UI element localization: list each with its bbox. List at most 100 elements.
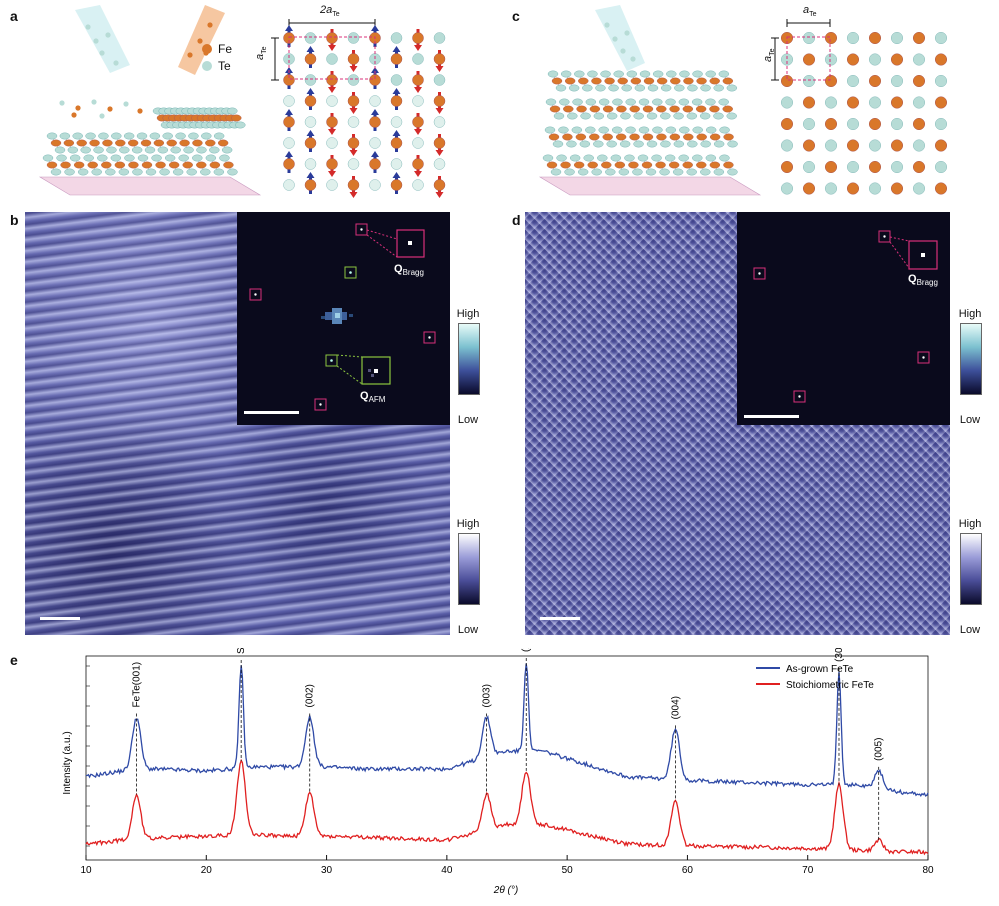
beam-fe-atom <box>187 52 193 58</box>
a-side-sub: Te <box>261 46 269 54</box>
a-top-symbol: a <box>326 4 333 16</box>
c-fe-atom <box>802 96 816 109</box>
panel-d-fft-inset <box>737 212 950 425</box>
c-fe-atom <box>802 182 816 195</box>
b-image-cbar-high: High <box>456 518 480 530</box>
adatom <box>137 108 143 114</box>
fe-atom <box>433 176 446 198</box>
q-afm-label-b: QAFM <box>360 390 385 404</box>
bragg-peak-3 <box>428 336 431 339</box>
c-fe-atom <box>780 117 794 131</box>
c-te-atom <box>802 117 816 131</box>
bragg-zoom-box <box>396 229 425 258</box>
fe-atom <box>369 109 381 131</box>
d-inset-cbar-high: High <box>958 308 982 320</box>
d-bragg-peak-3 <box>922 356 925 359</box>
fe-legend-dot <box>202 44 212 54</box>
fe-atom <box>304 88 317 110</box>
a-top-lattice-label: 2aTe <box>320 4 340 18</box>
adatom <box>99 113 105 119</box>
adatom <box>107 106 113 112</box>
fe-atom <box>326 113 338 135</box>
q-bragg-label-b: QBragg <box>394 263 424 277</box>
bragg-box-4 <box>314 398 327 411</box>
panel-a-legend <box>202 44 212 71</box>
afm-zoom-side-2 <box>371 374 374 377</box>
c-te-atom <box>890 160 904 174</box>
c-fe-atom <box>912 117 926 131</box>
panel-c-growth-schematic <box>538 5 762 196</box>
te-atom <box>390 158 403 170</box>
c-fe-atom <box>802 53 816 66</box>
c-te-atom <box>890 31 904 45</box>
d-bragg-zoom-line-1 <box>889 236 910 242</box>
afm-peak-1 <box>349 271 352 274</box>
unit-cell-box <box>288 36 376 80</box>
peak-label: (300) <box>834 648 845 662</box>
c-fete-layer-1 <box>542 154 738 176</box>
c-top-lattice-label: aTe <box>803 4 817 18</box>
fete-layer-partial <box>152 107 246 129</box>
c-side-symbol: a <box>762 55 774 62</box>
q-afm-sub-b: AFM <box>368 395 386 405</box>
c-fe-atom <box>868 117 882 131</box>
c-te-atom <box>890 117 904 131</box>
c-side-sub: Te <box>769 48 777 56</box>
fe-atom <box>390 88 403 110</box>
peak-label: (004) <box>670 696 681 719</box>
x-tick-label: 10 <box>80 865 92 876</box>
a-top-prefix: 2 <box>320 4 327 16</box>
te-atom <box>390 74 403 86</box>
x-tick-label: 40 <box>441 865 453 876</box>
c-beam-te-atom <box>612 36 618 42</box>
c-fe-atom <box>824 74 838 88</box>
d-bragg-zoom-box <box>908 240 938 270</box>
beam-te-atom <box>113 60 119 66</box>
c-fe-atom <box>780 74 794 88</box>
fe-atom <box>412 71 424 93</box>
afm-box-1 <box>344 266 357 279</box>
c-fe-atom <box>802 139 816 152</box>
beam-fe-atom <box>197 38 203 44</box>
c-te-atom <box>868 139 882 152</box>
x-tick-label: 20 <box>201 865 213 876</box>
afm-zoom-box <box>361 356 391 385</box>
legend-label: As-grown FeTe <box>786 664 854 675</box>
x-axis-label: 2θ (°) <box>493 885 518 896</box>
fe-atom <box>412 113 424 135</box>
c-beam-te-atom <box>630 56 636 62</box>
b-inset-cbar-low: Low <box>457 414 479 426</box>
beam-te-atom <box>93 38 99 44</box>
c-fete-layer-4 <box>547 70 738 92</box>
c-te-atom <box>934 74 948 88</box>
te-atom <box>412 179 424 191</box>
peak-label: (005) <box>874 738 885 761</box>
te-atom <box>412 95 424 107</box>
panel-a-growth-schematic <box>38 5 262 196</box>
c-fe-atom <box>824 31 838 45</box>
c-fe-atom <box>912 31 926 45</box>
c-te-atom <box>846 117 860 131</box>
series-stoichiometric-line <box>85 758 929 856</box>
bragg-zoom-peak <box>408 241 412 245</box>
c-fe-atom <box>934 96 948 109</box>
te-atom <box>326 53 338 65</box>
d-inset-colorbar <box>960 323 982 395</box>
d-bragg-peak-2 <box>758 272 761 275</box>
substrate <box>38 176 262 196</box>
te-atom <box>347 158 360 170</box>
te-legend-label: Te <box>218 59 231 73</box>
fe-atom <box>304 130 317 152</box>
te-atom <box>283 137 295 149</box>
c-fe-atom <box>934 139 948 152</box>
c-fe-atom <box>780 160 794 174</box>
bragg-peak-1 <box>360 228 363 231</box>
peak-label: (003) <box>482 684 493 707</box>
panel-label-b: b <box>10 212 19 228</box>
panel-label-e: e <box>10 652 18 668</box>
c-fe-atom <box>890 96 904 109</box>
c-te-atom <box>912 139 926 152</box>
fete-layer-2 <box>46 132 233 154</box>
c-unit-cell-box <box>786 36 831 81</box>
fe-atom <box>347 92 360 114</box>
